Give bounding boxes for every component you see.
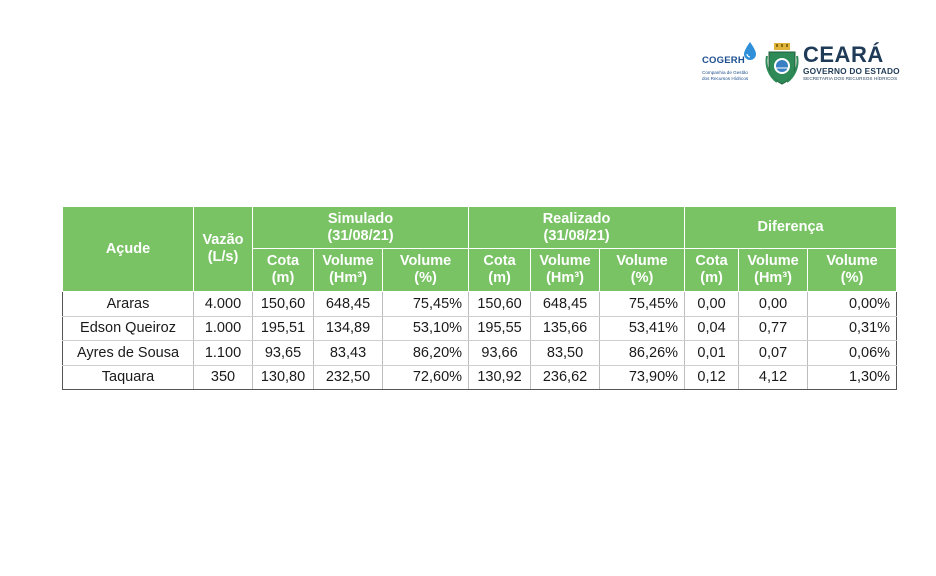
cell-dif-cota: 0,04 <box>684 315 740 341</box>
header-cota-line1: Cota <box>695 253 728 269</box>
header-realizado: Realizado (31/08/21) <box>468 206 686 249</box>
header-vol-pct-line2: (%) <box>630 270 654 286</box>
cell-dif-volume-pct: 0,31% <box>807 315 898 341</box>
cell-acude: Edson Queiroz <box>62 315 194 341</box>
header-vol-pct-line1: Volume <box>826 253 878 269</box>
ceara-government-label: GOVERNO DO ESTADO <box>803 66 900 76</box>
header-vol-hm-line1: Volume <box>322 253 374 269</box>
cell-sim-volume: 83,43 <box>313 340 383 366</box>
cell-dif-cota: 0,12 <box>684 364 740 390</box>
cell-dif-volume-pct: 0,00% <box>807 291 898 317</box>
table-row: Taquara 350 130,80 232,50 72,60% 130,92 … <box>62 364 898 390</box>
header-vol-hm-line2: (Hm³) <box>329 270 367 286</box>
ceara-secretariat-label: SECRETARIA DOS RECURSOS HÍDRICOS <box>803 76 898 81</box>
header-vol-hm-line2: (Hm³) <box>754 270 792 286</box>
cell-real-volume-pct: 73,90% <box>599 364 686 390</box>
cell-sim-volume: 648,45 <box>313 291 383 317</box>
cell-sim-volume-pct: 72,60% <box>381 364 470 390</box>
cell-real-volume: 83,50 <box>530 340 601 366</box>
cell-sim-cota: 150,60 <box>252 291 314 317</box>
cell-vazao: 4.000 <box>193 291 253 317</box>
table-row: Araras 4.000 150,60 648,45 75,45% 150,60… <box>62 291 898 317</box>
header-dif-volume-pct: Volume (%) <box>807 248 898 292</box>
header-vol-pct-line1: Volume <box>616 253 668 269</box>
header-simulado-line1: Simulado <box>327 210 394 227</box>
header-vol-hm-line1: Volume <box>539 253 591 269</box>
header-vazao-line1: Vazão <box>202 232 244 248</box>
header-real-cota: Cota (m) <box>468 248 532 292</box>
header-cota-line2: (m) <box>271 270 295 286</box>
header-vol-pct-line2: (%) <box>414 270 437 286</box>
cell-real-cota: 130,92 <box>468 364 532 390</box>
cogerh-subtitle: Companhia de Gestão dos Recursos Hídrico… <box>702 70 768 81</box>
header-vol-hm-line1: Volume <box>747 253 799 269</box>
cell-dif-volume-pct: 0,06% <box>807 340 898 366</box>
cell-sim-cota: 195,51 <box>252 315 314 341</box>
cell-vazao: 1.000 <box>193 315 253 341</box>
reservoir-table: Açude Vazão (L/s) Simulado (31/08/21) Re… <box>62 206 898 390</box>
cell-real-volume-pct: 75,45% <box>599 291 686 317</box>
cell-vazao: 1.100 <box>193 340 253 366</box>
cell-acude: Ayres de Sousa <box>62 340 194 366</box>
cell-sim-cota: 130,80 <box>252 364 314 390</box>
header-real-volume-hm3: Volume (Hm³) <box>530 248 601 292</box>
table-row: Ayres de Sousa 1.100 93,65 83,43 86,20% … <box>62 340 898 366</box>
cell-sim-volume: 134,89 <box>313 315 383 341</box>
cogerh-logo: COGERH Companhia de Gestão dos Recursos … <box>699 42 763 88</box>
ceara-logo: CEARÁ GOVERNO DO ESTADO SECRETARIA DOS R… <box>803 44 907 82</box>
cell-sim-volume: 232,50 <box>313 364 383 390</box>
header-simulado-line2: (31/08/21) <box>327 227 394 244</box>
header-cota-line1: Cota <box>266 253 300 269</box>
header-cota-line1: Cota <box>483 253 516 269</box>
cell-sim-volume-pct: 75,45% <box>381 291 470 317</box>
header-dif-volume-hm3: Volume (Hm³) <box>738 248 809 292</box>
header-cota-line2: (m) <box>488 270 511 286</box>
header-vazao: Vazão (L/s) <box>193 206 253 292</box>
cell-dif-volume-pct: 1,30% <box>807 364 898 390</box>
cell-dif-volume: 4,12 <box>738 364 809 390</box>
cell-vazao: 350 <box>193 364 253 390</box>
cell-acude: Taquara <box>62 364 194 390</box>
state-coat-of-arms-icon <box>765 43 799 85</box>
cell-dif-volume: 0,07 <box>738 340 809 366</box>
header-cota-line2: (m) <box>700 270 723 286</box>
header-logos: COGERH Companhia de Gestão dos Recursos … <box>697 40 907 90</box>
header-diferenca: Diferença <box>684 206 898 249</box>
cell-dif-volume: 0,77 <box>738 315 809 341</box>
cell-dif-cota: 0,01 <box>684 340 740 366</box>
header-sim-volume-hm3: Volume (Hm³) <box>313 248 383 292</box>
cell-sim-cota: 93,65 <box>252 340 314 366</box>
header-vol-hm-line2: (Hm³) <box>546 270 584 286</box>
header-vol-pct-line2: (%) <box>840 270 864 286</box>
cell-real-volume-pct: 86,26% <box>599 340 686 366</box>
header-dif-cota: Cota (m) <box>684 248 740 292</box>
cell-dif-volume: 0,00 <box>738 291 809 317</box>
header-vol-pct-line1: Volume <box>399 253 452 269</box>
header-real-volume-pct: Volume (%) <box>599 248 686 292</box>
cell-real-cota: 150,60 <box>468 291 532 317</box>
header-realizado-line2: (31/08/21) <box>543 227 610 244</box>
header-simulado: Simulado (31/08/21) <box>251 206 470 249</box>
cogerh-subtitle-line1: Companhia de Gestão <box>702 70 748 75</box>
table-row: Edson Queiroz 1.000 195,51 134,89 53,10%… <box>62 315 898 341</box>
cogerh-wordmark: COGERH <box>702 55 745 66</box>
cell-real-volume: 236,62 <box>530 364 601 390</box>
cell-dif-cota: 0,00 <box>684 291 740 317</box>
cell-real-cota: 93,66 <box>468 340 532 366</box>
cogerh-subtitle-line2: dos Recursos Hídricos <box>702 75 749 81</box>
cell-real-volume: 648,45 <box>530 291 601 317</box>
cell-real-volume-pct: 53,41% <box>599 315 686 341</box>
water-drop-icon <box>744 42 756 60</box>
cell-sim-volume-pct: 86,20% <box>381 340 470 366</box>
header-vazao-line2: (L/s) <box>207 249 239 265</box>
header-acude: Açude <box>62 206 194 292</box>
cell-real-volume: 135,66 <box>530 315 601 341</box>
header-sim-volume-pct: Volume (%) <box>381 248 470 292</box>
ceara-title: CEARÁ <box>803 42 884 67</box>
cell-acude: Araras <box>62 291 194 317</box>
cell-real-cota: 195,55 <box>468 315 532 341</box>
header-sim-cota: Cota (m) <box>252 248 314 292</box>
cell-sim-volume-pct: 53,10% <box>381 315 470 341</box>
header-realizado-line1: Realizado <box>542 210 611 227</box>
